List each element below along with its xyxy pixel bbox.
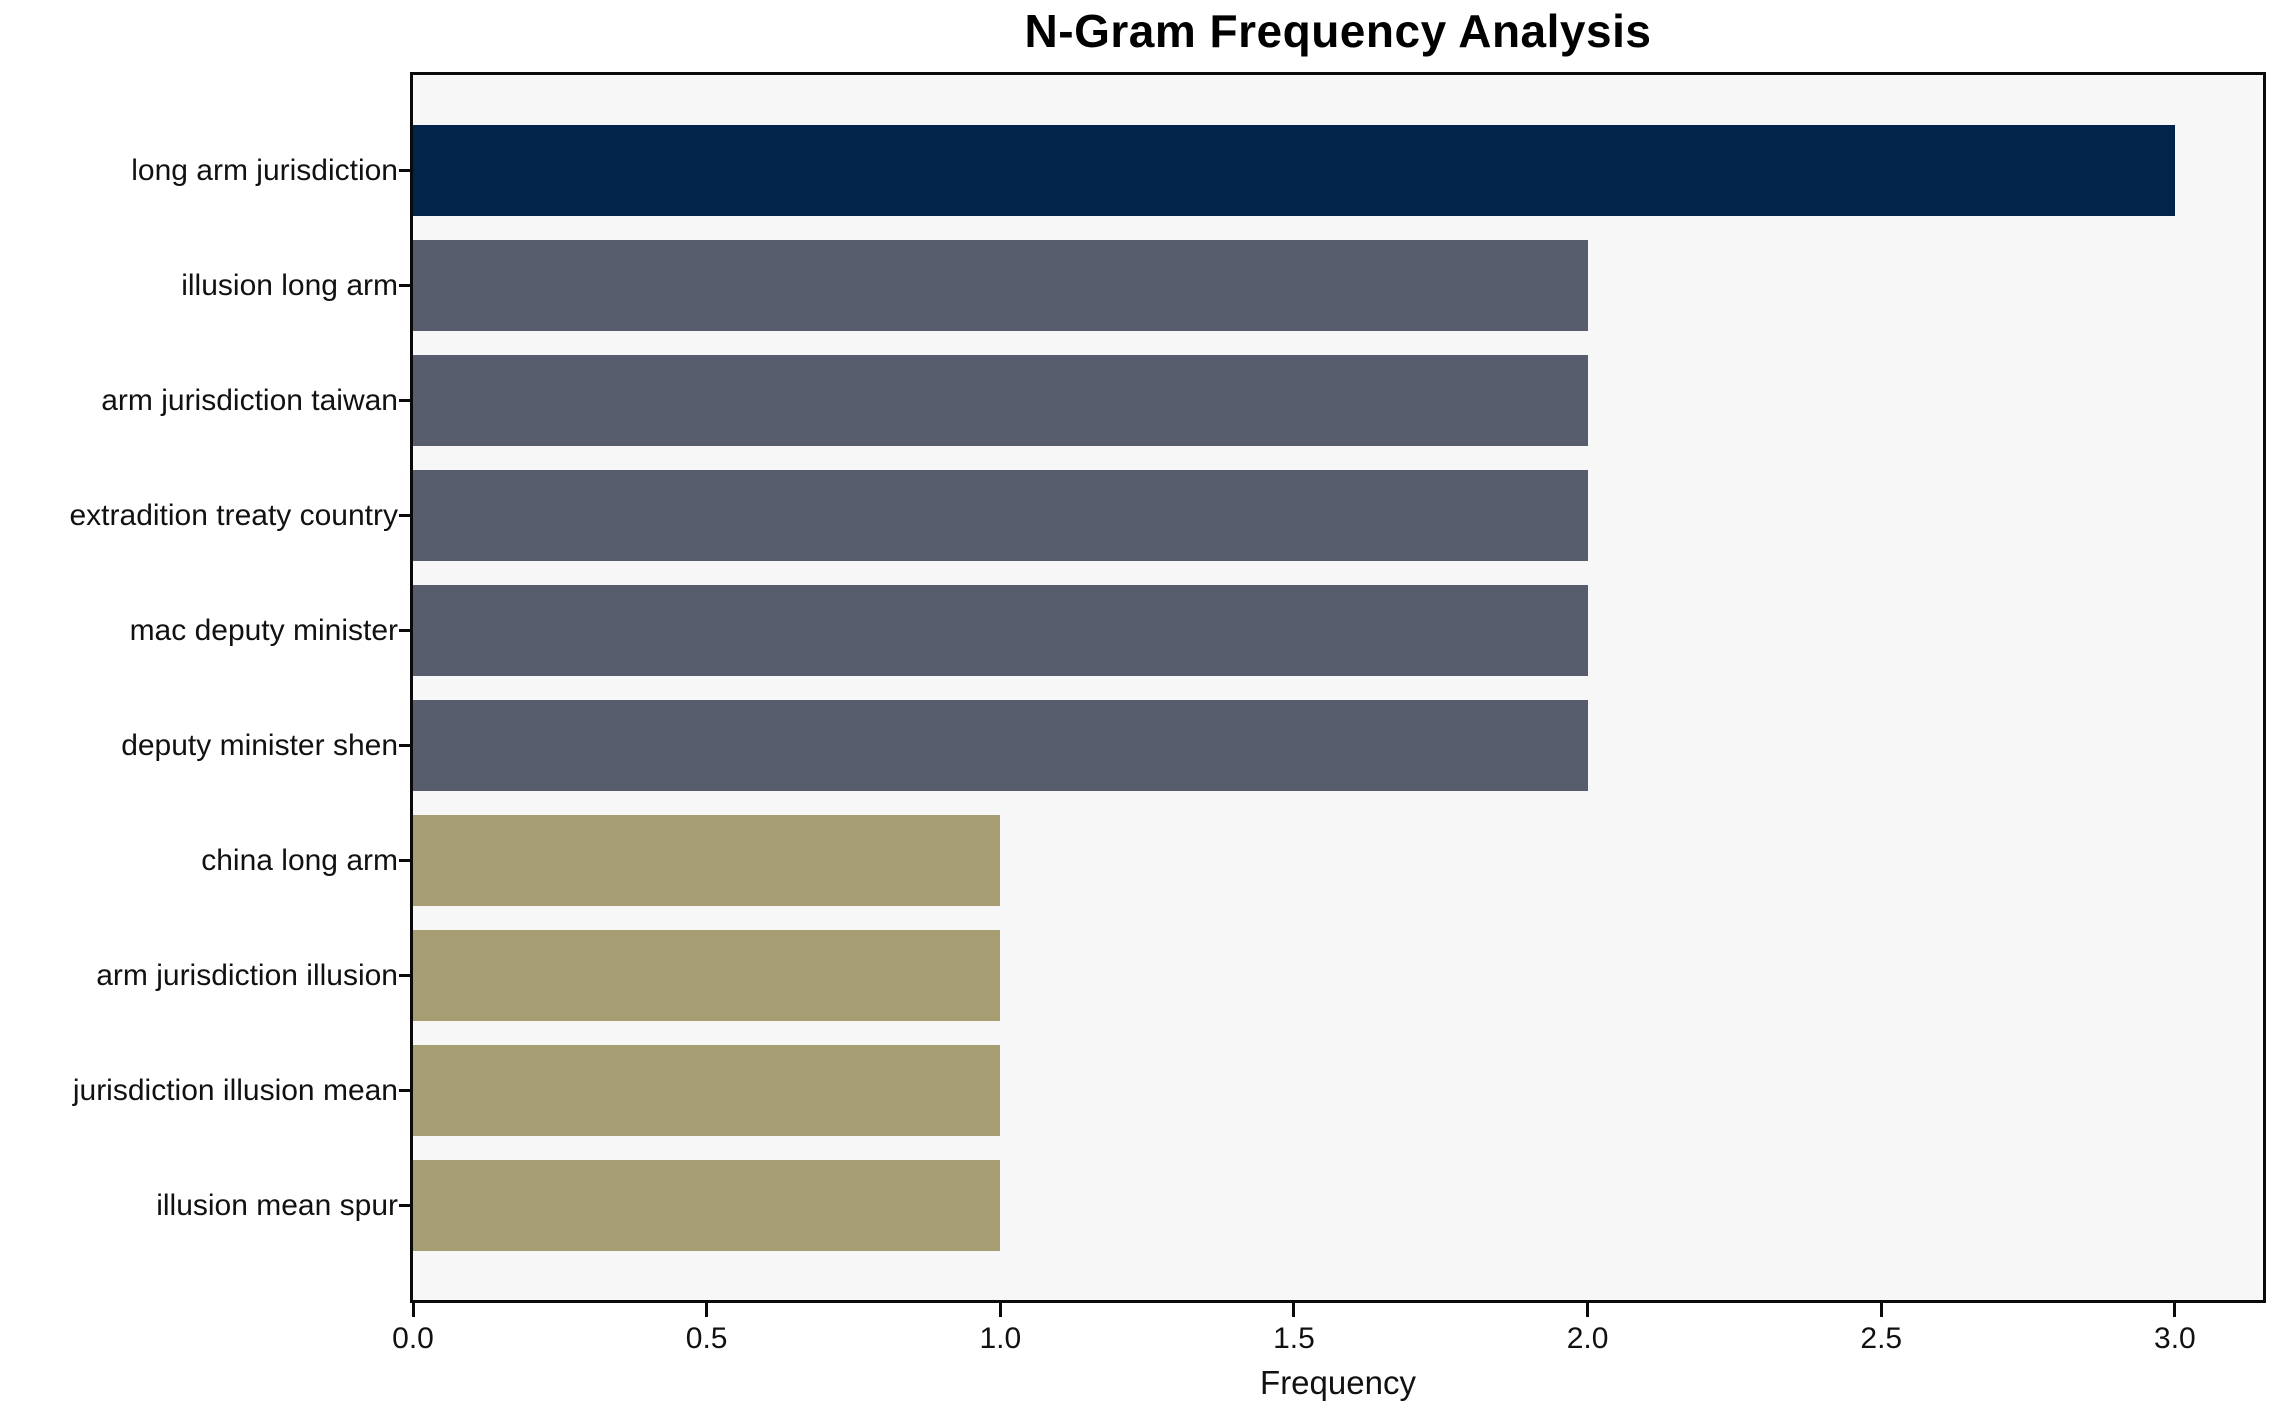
x-tick-label: 3.0 [2154,1322,2196,1355]
x-tick-label: 2.0 [1566,1322,1609,1355]
y-tick-label: mac deputy minister [129,613,398,647]
y-tick-label: jurisdiction illusion mean [72,1073,398,1107]
x-tick-mark [1292,1303,1296,1317]
y-tick-mark [399,1089,410,1092]
bar [413,470,1588,561]
bar [413,930,1001,1021]
chart-title: N-Gram Frequency Analysis [1024,5,1652,57]
x-tick-mark [411,1303,415,1317]
y-tick-label: long arm jurisdiction [131,153,398,187]
y-tick-label: illusion long arm [181,268,398,302]
y-tick-mark [399,859,410,862]
plot-area [410,72,2266,1303]
y-tick-label: illusion mean spur [156,1188,398,1222]
x-tick-label: 0.5 [685,1322,728,1355]
x-axis-label: Frequency [1260,1364,1416,1401]
x-tick-label: 1.5 [1273,1322,1315,1355]
y-tick-label: arm jurisdiction illusion [96,958,398,992]
x-tick-label: 1.0 [979,1322,1022,1355]
bar-row [413,803,2263,918]
y-axis-labels: long arm jurisdiction illusion long arm ar… [0,113,399,1263]
bar-row [413,573,2263,688]
bars-container [413,75,2263,1300]
bar-row [413,343,2263,458]
y-tick-mark [399,284,410,287]
x-tick-mark [2173,1303,2177,1317]
y-tick-mark [399,1204,410,1207]
bar-row [413,228,2263,343]
x-tick-label: 2.5 [1860,1322,1903,1355]
bar [413,240,1588,331]
x-tick-mark [705,1303,709,1317]
bar [413,585,1588,676]
bar-row [413,918,2263,1033]
x-tick-mark [1879,1303,1883,1317]
y-tick-label: china long arm [201,843,398,877]
bar [413,355,1588,446]
x-tick-mark [1586,1303,1590,1317]
y-tick-mark [399,974,410,977]
y-tick-label: extradition treaty country [69,498,399,532]
y-tick-label: arm jurisdiction taiwan [101,383,398,417]
bar-row [413,1033,2263,1148]
y-tick-mark [399,169,410,172]
bar [413,1160,1001,1251]
bar [413,700,1588,791]
bar [413,125,2175,216]
bar-row [413,1148,2263,1263]
y-tick-mark [399,744,410,747]
y-tick-mark [399,399,410,402]
bar-row [413,458,2263,573]
bar-row [413,688,2263,803]
y-tick-label: deputy minister shen [121,728,398,762]
y-tick-mark [399,629,410,632]
bar [413,1045,1001,1136]
x-tick-mark [998,1303,1002,1317]
bar [413,815,1001,906]
y-tick-mark [399,514,410,517]
bar-row [413,113,2263,228]
x-tick-label: 0.0 [392,1322,434,1355]
